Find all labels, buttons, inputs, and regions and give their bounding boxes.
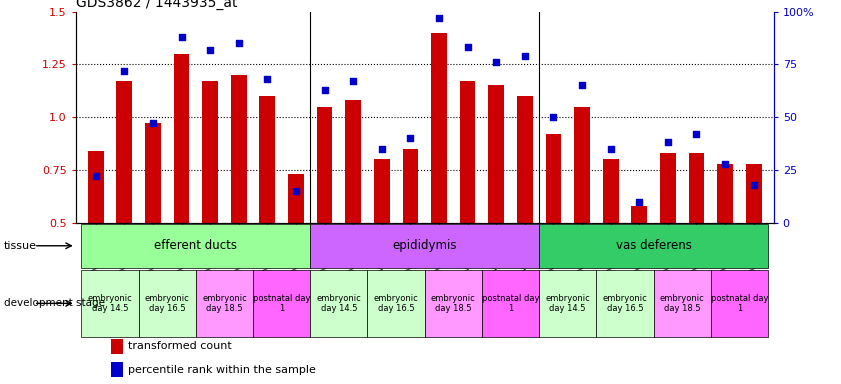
Point (547, 114, 560, 120)
Bar (82, 223, 310, 268)
Bar (145, 124, 161, 223)
Bar (110, 339, 123, 354)
Bar (174, 54, 189, 223)
Bar (539, 270, 596, 336)
Bar (87, 151, 103, 223)
Text: postnatal day
1: postnatal day 1 (711, 294, 768, 313)
Bar (82, 270, 139, 336)
Bar (746, 164, 762, 223)
Bar (717, 164, 733, 223)
Bar (253, 270, 310, 336)
Bar (310, 223, 539, 268)
Text: embryonic
day 14.5: embryonic day 14.5 (316, 294, 362, 313)
Bar (260, 96, 275, 223)
Text: GDS3862 / 1443935_at: GDS3862 / 1443935_at (76, 0, 237, 10)
Bar (431, 33, 447, 223)
Point (632, 199, 646, 205)
Bar (310, 270, 368, 336)
Point (518, 53, 532, 59)
Bar (653, 270, 711, 336)
Point (718, 161, 732, 167)
Text: embryonic
day 18.5: embryonic day 18.5 (660, 294, 705, 313)
Text: embryonic
day 14.5: embryonic day 14.5 (87, 294, 132, 313)
Bar (482, 270, 539, 336)
Bar (116, 81, 132, 223)
Point (232, 40, 246, 46)
Text: tissue: tissue (4, 241, 37, 251)
Text: development stage: development stage (4, 298, 105, 308)
Bar (110, 362, 123, 377)
Text: embryonic
day 18.5: embryonic day 18.5 (202, 294, 246, 313)
Point (489, 59, 503, 65)
Point (575, 83, 589, 89)
Text: embryonic
day 14.5: embryonic day 14.5 (545, 294, 590, 313)
Bar (368, 270, 425, 336)
Text: embryonic
day 16.5: embryonic day 16.5 (145, 294, 189, 313)
Text: vas deferens: vas deferens (616, 239, 691, 252)
Bar (689, 153, 705, 223)
Point (690, 131, 703, 137)
Bar (374, 159, 389, 223)
Text: transformed count: transformed count (128, 341, 232, 351)
Text: embryonic
day 16.5: embryonic day 16.5 (373, 294, 419, 313)
Bar (231, 75, 246, 223)
Bar (317, 106, 332, 223)
Point (432, 15, 446, 21)
Point (261, 76, 274, 82)
Bar (489, 86, 504, 223)
Point (118, 68, 131, 74)
Bar (596, 270, 653, 336)
Bar (517, 96, 532, 223)
Bar (425, 270, 482, 336)
Bar (460, 81, 475, 223)
Point (175, 34, 188, 40)
Point (604, 146, 617, 152)
Point (661, 139, 674, 146)
Point (375, 146, 389, 152)
Text: efferent ducts: efferent ducts (155, 239, 237, 252)
Point (346, 78, 360, 84)
Point (461, 44, 474, 50)
Text: embryonic
day 16.5: embryonic day 16.5 (603, 294, 648, 313)
Bar (711, 270, 768, 336)
Bar (539, 223, 768, 268)
Bar (288, 174, 304, 223)
Text: percentile rank within the sample: percentile rank within the sample (128, 364, 316, 375)
Point (204, 46, 217, 53)
Bar (403, 149, 418, 223)
Bar (196, 270, 253, 336)
Bar (346, 100, 361, 223)
Bar (660, 153, 675, 223)
Point (747, 182, 760, 188)
Point (146, 121, 160, 127)
Bar (139, 270, 196, 336)
Bar (546, 134, 561, 223)
Bar (603, 159, 618, 223)
Point (318, 87, 331, 93)
Bar (632, 206, 647, 223)
Point (404, 135, 417, 141)
Point (289, 188, 303, 194)
Bar (203, 81, 218, 223)
Text: postnatal day
1: postnatal day 1 (482, 294, 539, 313)
Text: embryonic
day 18.5: embryonic day 18.5 (431, 294, 476, 313)
Text: epididymis: epididymis (393, 239, 457, 252)
Bar (574, 106, 590, 223)
Point (89, 173, 103, 179)
Text: postnatal day
1: postnatal day 1 (253, 294, 310, 313)
